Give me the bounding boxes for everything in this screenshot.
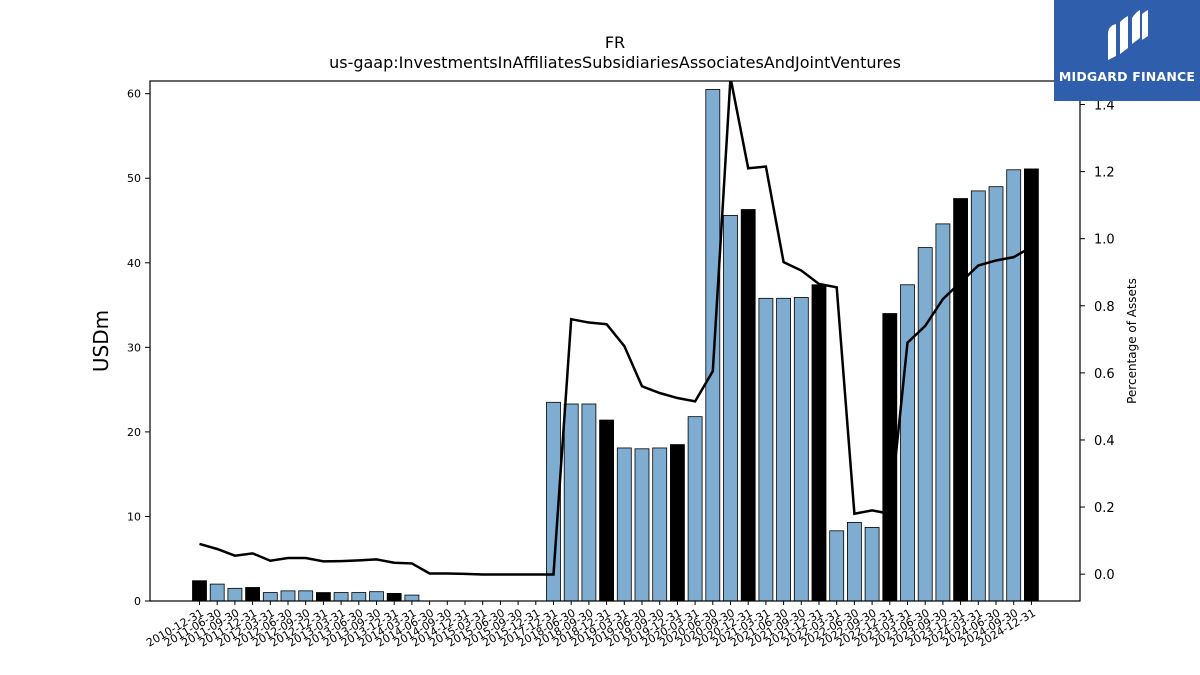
bar-2024-12-31 <box>1024 168 1039 602</box>
bar-2022-03-31 <box>829 530 845 602</box>
bar-2021-09-30 <box>793 297 809 602</box>
bar-2023-12-31 <box>953 198 968 602</box>
bar-2020-03-31 <box>687 416 703 602</box>
y2-tick-label: 0.8 <box>1094 300 1115 315</box>
y-axis-left: 0 10 20 30 40 50 60 <box>127 88 150 608</box>
bar-2010-12-31 <box>192 580 207 602</box>
bar-2012-06-30 <box>280 590 296 602</box>
y2-tick-label: 0.4 <box>1094 434 1115 449</box>
bar-2011-06-30 <box>209 583 225 602</box>
bar-2021-06-30 <box>776 297 791 602</box>
bar-2019-06-30 <box>634 448 650 602</box>
bar-2024-06-30 <box>988 186 1004 602</box>
bar-2014-03-31 <box>404 594 420 602</box>
bar-2022-09-30 <box>864 527 880 602</box>
bar-2020-09-30 <box>723 215 738 602</box>
bar-2011-12-31 <box>245 587 261 602</box>
bar-2013-12-31 <box>386 592 402 602</box>
bar-2024-09-30 <box>1006 169 1022 602</box>
y2-tick-label: 0.2 <box>1094 501 1115 516</box>
bar-2020-06-30 <box>705 89 721 602</box>
y2-axis-label: Percentage of Assets <box>1125 278 1139 404</box>
bar-2012-09-30 <box>298 590 314 602</box>
bar-2022-06-30 <box>847 521 862 602</box>
bar-2012-12-31 <box>315 592 331 602</box>
y-tick-label: 20 <box>127 426 141 439</box>
chart-title: FR <box>604 33 626 52</box>
bar-2023-03-31 <box>900 284 915 602</box>
logo-mark-icon <box>1108 10 1148 60</box>
y-tick-label: 0 <box>134 595 141 608</box>
y-tick-label: 30 <box>127 341 141 354</box>
y2-tick-label: 0.0 <box>1094 568 1115 583</box>
bar-2020-12-31 <box>740 209 756 602</box>
bar-2019-12-31 <box>670 444 685 602</box>
bar-2013-06-30 <box>351 592 367 602</box>
bars-group <box>192 89 1039 602</box>
y2-tick-label: 1.2 <box>1094 166 1115 181</box>
bar-2024-03-31 <box>970 190 986 602</box>
chart-subtitle: us-gaap:InvestmentsInAffiliatesSubsidiar… <box>329 53 901 72</box>
line-group <box>199 81 1033 576</box>
percentage-of-assets-line <box>199 81 1033 576</box>
plot-frame <box>149 80 1081 602</box>
brand-logo: MIDGARD FINANCE <box>1054 0 1200 101</box>
y2-tick-label: 1.0 <box>1094 233 1115 248</box>
bar-2023-09-30 <box>935 223 951 602</box>
bar-2013-03-31 <box>333 592 349 602</box>
logo-text: MIDGARD FINANCE <box>1058 69 1196 84</box>
bar-2011-09-30 <box>227 587 243 602</box>
y-tick-label: 50 <box>127 172 141 185</box>
bar-2019-03-31 <box>616 447 632 602</box>
y-tick-label: 10 <box>127 510 141 523</box>
bar-2019-09-30 <box>652 447 668 602</box>
bar-2023-06-30 <box>917 247 933 602</box>
bar-2012-03-31 <box>262 592 278 602</box>
y-tick-label: 40 <box>127 257 141 270</box>
bar-2021-12-31 <box>811 284 827 602</box>
y-tick-label: 60 <box>127 88 141 101</box>
x-axis: 2010-12-312011-06-302011-09-302011-12-31… <box>144 601 1038 650</box>
y2-tick-label: 0.6 <box>1094 367 1115 382</box>
bar-2018-06-30 <box>563 403 579 602</box>
bar-2021-03-31 <box>758 297 774 602</box>
bar-2018-12-31 <box>599 419 614 602</box>
bar-2018-09-30 <box>581 403 597 602</box>
y-axis-right: 0.0 0.2 0.4 0.6 0.8 1.0 1.2 1.4 <box>1080 98 1115 583</box>
bar-2013-09-30 <box>369 591 384 602</box>
y-axis-label: USDm <box>89 310 113 372</box>
y2-tick-label: 1.4 <box>1094 98 1115 113</box>
